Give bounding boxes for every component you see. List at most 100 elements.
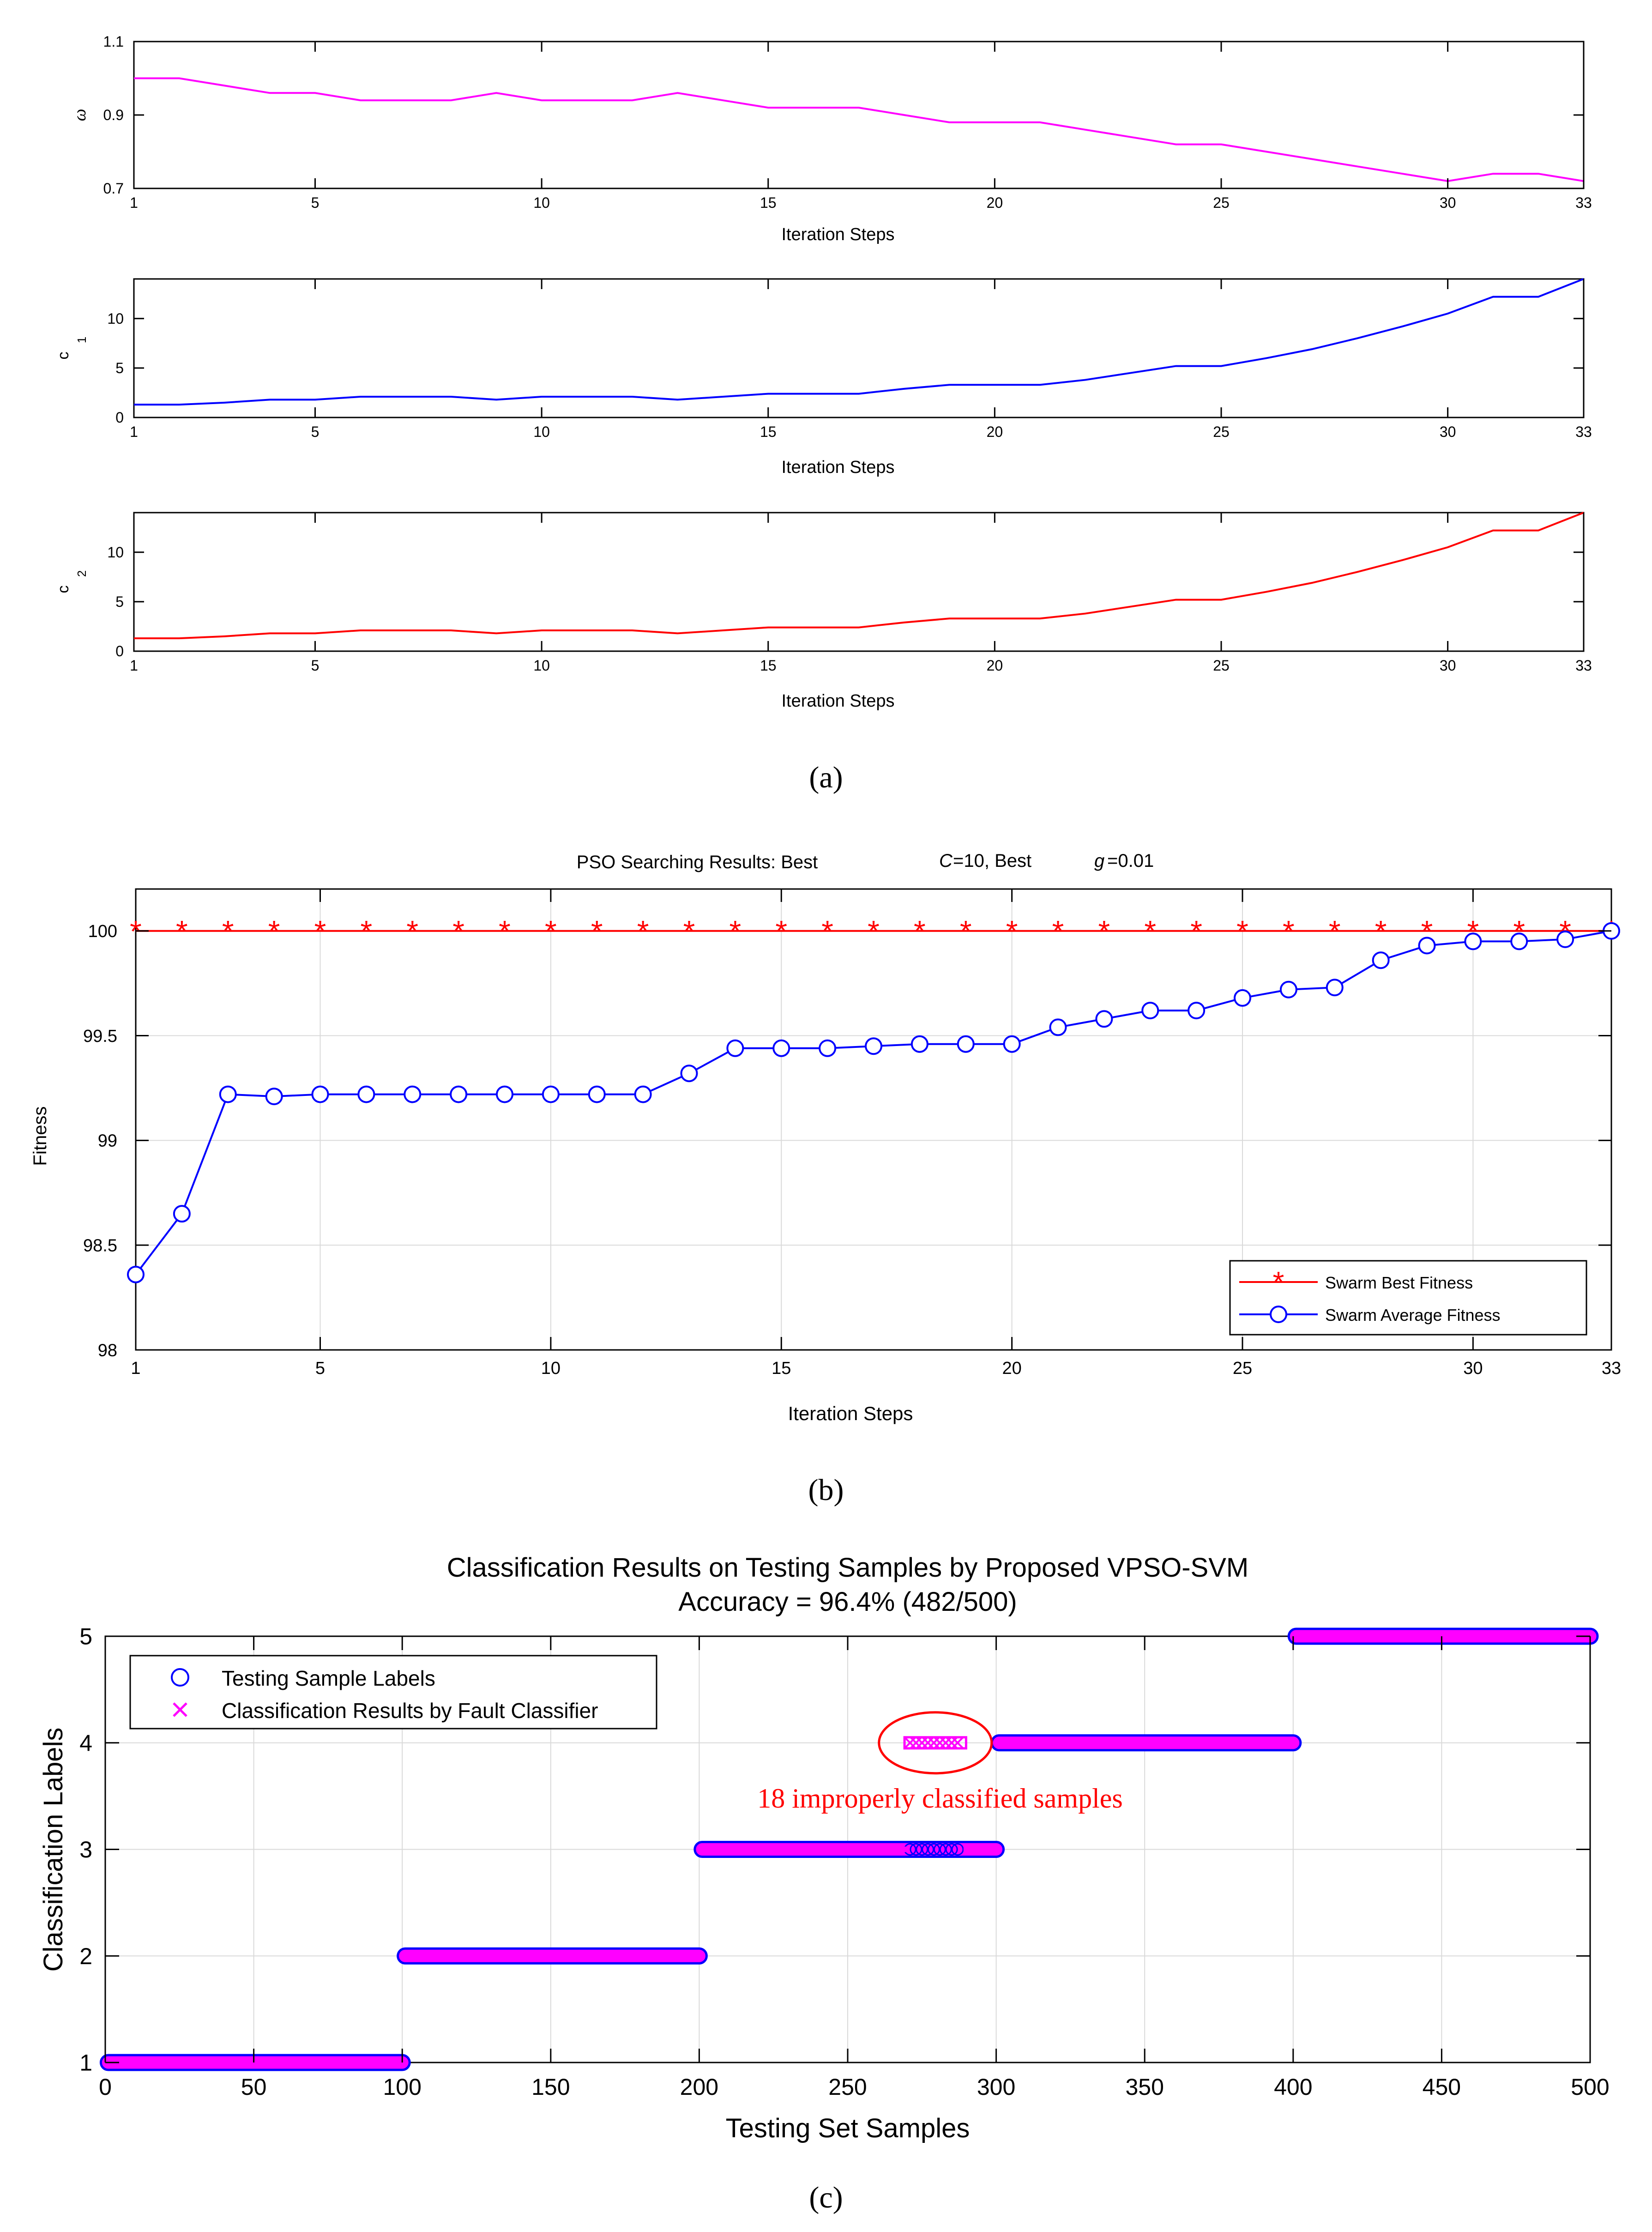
fitness-legend: * Swarm Best Fitness Swarm Average Fitne… <box>1229 1260 1587 1336</box>
label-marker-misclassified <box>933 1843 946 1856</box>
classification-x-tick-label: 0 <box>99 2074 112 2100</box>
best-fitness-point: * <box>1098 914 1110 949</box>
fitness-x-tick-label: 1 <box>131 1359 140 1378</box>
c2-x-tick-label: 20 <box>987 657 1003 674</box>
classification-x-tick-label: 100 <box>383 2074 421 2100</box>
best-fitness-point: * <box>637 914 649 949</box>
omega-x-tick-label: 15 <box>760 194 777 211</box>
best-fitness-point: * <box>960 914 972 949</box>
omega-x-tick-label: 20 <box>987 194 1003 211</box>
average-fitness-point <box>357 1085 375 1103</box>
average-fitness-point <box>173 1205 191 1223</box>
c1-x-tick-label: 15 <box>760 423 777 440</box>
classification-legend: Testing Sample Labels Classification Res… <box>129 1655 657 1730</box>
result-marker <box>916 1736 928 1749</box>
c1-y-tick-label: 0 <box>115 409 124 426</box>
average-fitness-point <box>219 1085 237 1103</box>
best-fitness-point: * <box>683 914 695 949</box>
panel-label-a: (a) <box>809 761 843 794</box>
classification-x-tick-label: 400 <box>1274 2074 1312 2100</box>
average-fitness-point <box>127 1265 145 1283</box>
c1-y-axis-label-subscript: 1 <box>75 337 89 343</box>
legend-average-marker <box>1270 1306 1287 1323</box>
average-fitness-point <box>1049 1018 1067 1036</box>
best-fitness-point: * <box>1006 914 1018 949</box>
average-fitness-point <box>957 1035 975 1053</box>
best-fitness-point: * <box>1375 914 1387 949</box>
average-fitness-point <box>819 1039 837 1057</box>
result-marker <box>939 1736 952 1749</box>
omega-x-tick-label: 33 <box>1575 194 1592 211</box>
average-fitness-point <box>1418 937 1436 955</box>
misclassified-annotation: 18 improperly classified samples <box>757 1783 1122 1814</box>
result-marker <box>904 1736 916 1749</box>
fitness-title: PSO Searching Results: Best <box>577 852 818 872</box>
legend-results-text: Classification Results by Fault Classifi… <box>222 1699 598 1723</box>
average-fitness-point <box>1234 989 1251 1007</box>
classification-title: Classification Results on Testing Sample… <box>447 1553 1249 1583</box>
average-fitness-point <box>1464 932 1482 950</box>
c1-series-line <box>134 278 1584 406</box>
c2-x-tick-label: 33 <box>1575 657 1592 674</box>
omega-x-tick-label: 30 <box>1440 194 1456 211</box>
fitness-y-tick-label: 99.5 <box>83 1027 117 1046</box>
omega-series-line <box>134 77 1584 182</box>
best-fitness-point: * <box>775 914 787 949</box>
panel-label-b: (b) <box>808 1473 844 1507</box>
omega-x-tick-label: 10 <box>533 194 550 211</box>
label-marker-misclassified <box>945 1843 958 1856</box>
omega-y-axis-label: ω <box>70 109 90 121</box>
result-marker <box>945 1736 958 1749</box>
average-fitness-point <box>1141 1002 1159 1020</box>
average-fitness-point <box>1556 930 1574 948</box>
legend-results-marker <box>173 1702 187 1717</box>
fitness-x-tick-label: 10 <box>541 1359 561 1378</box>
fitness-x-tick-label: 33 <box>1602 1359 1621 1378</box>
omega-x-tick-label: 25 <box>1213 194 1230 211</box>
average-fitness-point <box>588 1085 606 1103</box>
c2-y-tick-label: 10 <box>107 544 124 561</box>
omega-chart: 1 5 10 15 20 25 30 330.70.91.1 ω Iteration Step… <box>70 33 1592 244</box>
omega-plot-area <box>133 41 1585 189</box>
c1-y-tick-label: 10 <box>107 310 124 327</box>
c2-y-axis-label-subscript: 2 <box>75 570 89 577</box>
fitness-x-tick-label: 30 <box>1463 1359 1483 1378</box>
c2-x-tick-label: 25 <box>1213 657 1230 674</box>
result-marker <box>951 1736 964 1749</box>
best-fitness-point: * <box>1052 914 1064 949</box>
label-marker-misclassified <box>910 1843 922 1856</box>
best-fitness-point: * <box>914 914 926 949</box>
c1-x-tick-label: 25 <box>1213 423 1230 440</box>
legend-best-marker: * <box>1273 1265 1284 1299</box>
c2-y-tick-label: 5 <box>115 593 124 610</box>
best-fitness-point: * <box>1190 914 1202 949</box>
best-fitness-point: * <box>821 914 833 949</box>
average-fitness-point <box>680 1065 698 1083</box>
best-fitness-point: * <box>545 914 557 949</box>
fitness-title-g-value: =0.01 <box>1107 851 1154 871</box>
classification-x-tick-label: 50 <box>241 2074 267 2100</box>
c1-x-tick-label: 30 <box>1440 423 1456 440</box>
c1-x-tick-label: 33 <box>1575 423 1592 440</box>
omega-y-tick-label: 1.1 <box>103 33 124 50</box>
legend-labels-text: Testing Sample Labels <box>222 1666 435 1690</box>
fitness-title-c-value: =10, Best <box>953 851 1031 871</box>
omega-x-tick-label: 5 <box>311 194 320 211</box>
c1-x-tick-label: 1 <box>130 423 138 440</box>
classification-x-tick-label: 200 <box>680 2074 718 2100</box>
omega-x-tick-label: 1 <box>130 194 138 211</box>
average-fitness-point <box>1188 1002 1206 1020</box>
result-marker <box>933 1736 946 1749</box>
fitness-y-tick-label: 99 <box>98 1131 117 1151</box>
classification-x-axis-label: Testing Set Samples <box>726 2113 970 2143</box>
classification-x-tick-label: 300 <box>977 2074 1015 2100</box>
average-fitness-point <box>404 1085 422 1103</box>
fitness-y-tick-label: 98.5 <box>83 1236 117 1255</box>
result-marker <box>928 1736 940 1749</box>
c2-x-tick-label: 10 <box>533 657 550 674</box>
fitness-x-tick-label: 20 <box>1002 1359 1021 1378</box>
legend-labels-marker <box>171 1668 189 1687</box>
